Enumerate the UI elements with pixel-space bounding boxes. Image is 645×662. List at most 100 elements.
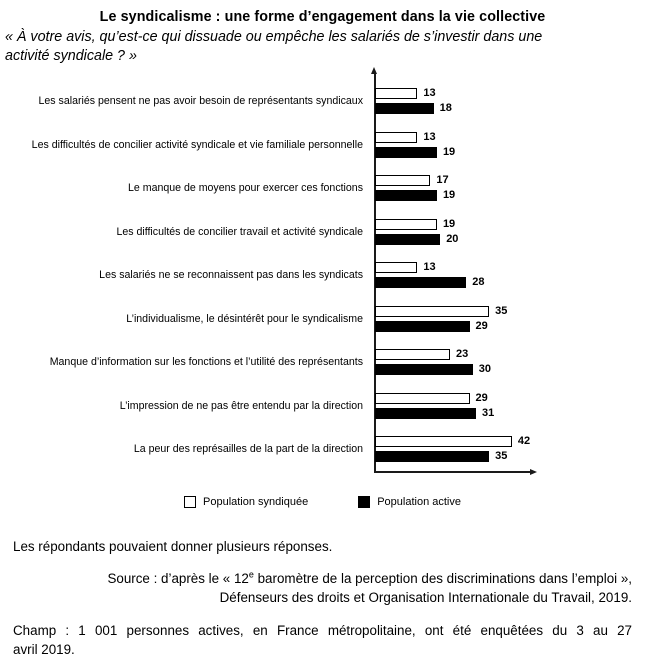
legend-swatch-white-icon (184, 496, 196, 508)
champ-line-1: Champ : 1 001 personnes actives, en Fran… (13, 623, 632, 638)
legend-label: Population active (377, 496, 461, 508)
chart-group-row: Les difficultés de concilier activité sy… (0, 130, 645, 176)
bar-line: 28 (375, 277, 485, 288)
bar-value-label: 29 (475, 319, 488, 332)
bar-value-label: 42 (517, 435, 531, 447)
bar-line: 29 (375, 319, 507, 332)
bar-value-label: 18 (439, 102, 452, 114)
x-axis-arrow-icon (530, 468, 537, 475)
bar-value-label: 35 (495, 450, 508, 462)
chart-group-row: Les salariés ne se reconnaissent pas dan… (0, 262, 645, 306)
bar-population-active (375, 364, 473, 375)
bar-value-label: 19 (442, 189, 456, 201)
y-axis-arrow-icon (371, 67, 378, 74)
bar-population-active (375, 146, 437, 158)
bar-population-syndiquee (375, 349, 450, 360)
bar-value-label: 19 (442, 217, 456, 230)
bar-value-label: 13 (423, 130, 436, 143)
bar-line: 35 (375, 451, 530, 462)
bar-population-syndiquee (375, 218, 437, 230)
category-label: Les salariés ne se reconnaissent pas dan… (99, 269, 363, 281)
chart-subtitle: « À votre avis, qu’est-ce qui dissuade o… (0, 25, 645, 66)
bar-line: 42 (375, 436, 530, 447)
bar-value-label: 20 (446, 232, 459, 245)
bar-pair: 23 30 (375, 349, 491, 375)
source-line-1-suffix: baromètre de la perception des discrimin… (253, 571, 632, 586)
bar-line: 13 (375, 88, 452, 99)
bar-pair: 13 28 (375, 262, 485, 288)
category-label: L’individualisme, le désintérêt pour le … (126, 312, 363, 325)
category-label: Les salariés pensent ne pas avoir besoin… (38, 95, 364, 107)
chart-group-row: La peur des représailles de la part de l… (0, 436, 645, 480)
legend-item-population-syndiquee: Population syndiquée (184, 496, 308, 508)
subtitle-line-1: « À votre avis, qu’est-ce qui dissuade o… (5, 29, 543, 45)
note-multiple-answers: Les répondants pouvaient donner plusieur… (13, 539, 333, 554)
y-axis-line (374, 73, 376, 472)
chart-group-row: Les salariés pensent ne pas avoir besoin… (0, 88, 645, 132)
bar-population-syndiquee (375, 131, 418, 143)
legend-item-population-active: Population active (358, 496, 461, 508)
bar-population-active (375, 451, 490, 462)
bar-population-syndiquee (375, 305, 490, 317)
bar-population-syndiquee (375, 175, 431, 186)
source-text: Source : d’après le « 12e baromètre de l… (0, 570, 645, 607)
bar-pair: 19 20 (375, 217, 459, 245)
bar-line: 20 (375, 232, 459, 245)
chart-group-row: Les difficultés de concilier travail et … (0, 217, 645, 263)
bar-chart: Les salariés pensent ne pas avoir besoin… (0, 67, 645, 483)
bar-line: 19 (375, 190, 455, 201)
bar-pair: 35 29 (375, 304, 508, 332)
subtitle-line-2: activité syndicale ? » (5, 48, 137, 64)
bar-line: 18 (375, 103, 452, 114)
bar-pair: 29 31 (375, 391, 495, 419)
bar-population-active (375, 277, 467, 288)
champ-text: Champ : 1 001 personnes actives, en Fran… (0, 622, 645, 659)
bar-pair: 42 35 (375, 436, 530, 462)
bar-line: 13 (375, 262, 485, 273)
category-label: L’impression de ne pas être entendu par … (119, 399, 363, 412)
bar-line: 29 (375, 391, 494, 404)
x-axis-line (374, 471, 530, 473)
bar-value-label: 35 (495, 304, 508, 317)
chart-legend: Population syndiquée Population active (0, 495, 645, 509)
bar-value-label: 17 (436, 174, 449, 186)
bar-value-label: 13 (423, 261, 436, 273)
bar-line: 19 (375, 217, 458, 230)
bar-pair: 13 19 (375, 130, 456, 158)
chart-group-row: Le manque de moyens pour exercer ces fon… (0, 175, 645, 219)
bar-value-label: 31 (482, 406, 495, 419)
chart-group-row: L’impression de ne pas être entendu par … (0, 391, 645, 437)
source-line-1-prefix: Source : d’après le « 12 (107, 571, 249, 586)
bar-population-active (375, 190, 437, 201)
bar-population-active (375, 407, 477, 419)
bar-line: 19 (375, 145, 456, 158)
bar-value-label: 28 (472, 276, 485, 288)
source-line-1-superscript: e (248, 569, 254, 580)
category-label: La peur des représailles de la part de l… (133, 443, 363, 455)
bar-line: 17 (375, 175, 455, 186)
legend-label: Population syndiquée (203, 496, 309, 508)
bar-population-syndiquee (375, 392, 470, 404)
bar-value-label: 29 (475, 391, 488, 404)
source-line-2: Défenseurs des droits et Organisation In… (219, 589, 632, 605)
chart-rows: Les salariés pensent ne pas avoir besoin… (0, 88, 645, 480)
bar-population-active (375, 233, 441, 245)
bar-value-label: 30 (478, 363, 492, 375)
bar-value-label: 23 (455, 348, 469, 360)
bar-line: 13 (375, 130, 455, 143)
bar-line: 31 (375, 406, 495, 419)
bar-population-active (375, 103, 434, 114)
bar-value-label: 19 (442, 145, 456, 158)
bar-population-syndiquee (375, 88, 418, 99)
chart-group-row: Manque d’information sur les fonctions e… (0, 349, 645, 393)
champ-line-2: avril 2019. (13, 641, 75, 657)
category-label: Manque d’information sur les fonctions e… (49, 356, 363, 368)
category-label: Les difficultés de concilier activité sy… (31, 138, 363, 151)
bar-line: 35 (375, 304, 508, 317)
category-label: Les difficultés de concilier travail et … (116, 225, 363, 238)
bar-population-active (375, 320, 470, 332)
source-line-1: Source : d’après le « 12e baromètre de l… (13, 570, 632, 589)
bar-value-label: 13 (423, 87, 436, 99)
chart-group-row: L’individualisme, le désintérêt pour le … (0, 304, 645, 350)
